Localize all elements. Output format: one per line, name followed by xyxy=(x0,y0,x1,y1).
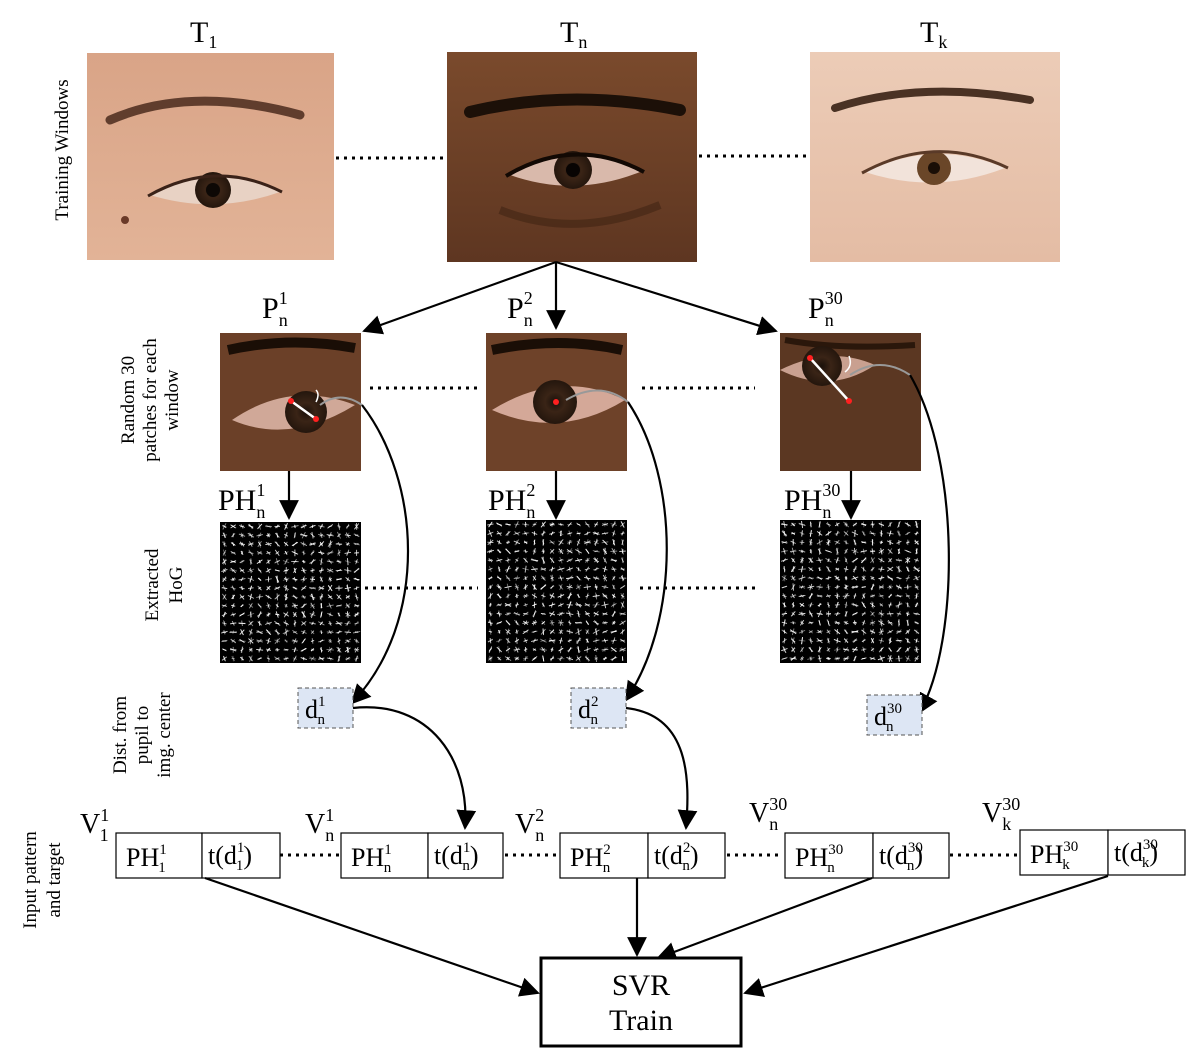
target-cell xyxy=(647,832,726,879)
window-headers: T1 Tn Tk xyxy=(190,16,947,52)
training-window-tn xyxy=(447,52,697,262)
row-label-hog: Extracted HoG xyxy=(142,548,187,621)
hog-image-1 xyxy=(220,522,361,663)
patch-to-hog-arrows xyxy=(279,471,861,520)
target-cell xyxy=(427,832,504,879)
ph-cell-label: PH1 1 xyxy=(126,842,166,876)
patch-headers: P1 n P2 n P30 n xyxy=(262,288,843,330)
target-cell xyxy=(1107,829,1186,876)
vector-label: V30 n xyxy=(749,794,787,834)
input-vector-5: V30 k PH30 k t(d30 k) xyxy=(982,794,1186,876)
input-vector-3: V2 n PH2 n t(d2 n) xyxy=(515,805,726,879)
svg-text:d1n: d1 n xyxy=(305,694,326,728)
target-cell-label: t(d1 n) xyxy=(434,840,479,874)
ph-cell-label: PH2 n xyxy=(570,842,611,876)
svg-text:img. center: img. center xyxy=(154,692,175,778)
ph-cell xyxy=(559,832,649,879)
svg-text:Input pattern: Input pattern xyxy=(20,831,41,929)
vector-label: V2 n xyxy=(515,805,544,845)
vector-label: V30 k xyxy=(982,794,1020,834)
pupil-curves xyxy=(319,364,911,406)
distance-box-1: d1 n xyxy=(297,687,354,729)
distance-to-vector-arrows xyxy=(352,706,698,830)
svg-text:Dist. from: Dist. from xyxy=(110,696,131,774)
tn-to-patch-arrows xyxy=(362,260,778,336)
input-vector-1: V1 1 PH1 1 t(d1 1) xyxy=(80,805,281,879)
window-header-tn: Tn xyxy=(560,16,587,52)
svg-text:Extracted: Extracted xyxy=(142,548,163,621)
svg-text:window: window xyxy=(162,369,183,431)
svg-text:Train: Train xyxy=(609,1004,673,1037)
patch-header-2: P2 n xyxy=(507,288,533,330)
patch-to-distance-arrows xyxy=(350,374,950,714)
hog-image-30 xyxy=(780,520,921,663)
patch-header-1: P1 n xyxy=(262,288,288,330)
input-vector-2: V1 n PH1 n t(d1 n) xyxy=(305,805,504,879)
window-header-tk: Tk xyxy=(920,16,947,52)
target-cell-label: t(d30 n) xyxy=(879,840,923,874)
ph-cell-label: PH30 k xyxy=(1030,839,1078,873)
row-label-patches: Random 30 patches for each window xyxy=(118,338,183,462)
target-cell xyxy=(201,832,281,879)
row-labels: Training Windows Random 30 patches for e… xyxy=(20,79,187,928)
window-header-t1: T1 xyxy=(190,16,217,52)
ph-cell-label: PH30 n xyxy=(795,842,843,876)
target-cell-label: t(d30 k) xyxy=(1114,837,1158,871)
ph-cell xyxy=(115,832,203,879)
svg-text:patches for each: patches for each xyxy=(140,338,161,462)
vector-label: V1 1 xyxy=(80,805,109,845)
distance-box-2: d2 n xyxy=(570,687,627,729)
patch-image-2 xyxy=(486,333,627,471)
ph-cell xyxy=(784,832,874,879)
svg-text:d2n: d2 n xyxy=(578,694,599,728)
target-cell xyxy=(872,832,950,879)
distance-box-30: d30 n xyxy=(866,694,923,736)
hog-header-1: PH1 n xyxy=(218,480,265,522)
training-window-t1 xyxy=(87,53,334,260)
row-label-input: Input pattern and target xyxy=(20,831,65,929)
svg-text:pupil to: pupil to xyxy=(132,706,153,765)
hog-image-2 xyxy=(486,520,627,663)
svg-text:and target: and target xyxy=(44,842,65,918)
hog-header-30: PH30 n xyxy=(784,480,840,522)
row-label-distance: Dist. from pupil to img. center xyxy=(110,692,175,778)
training-window-tk xyxy=(810,52,1060,262)
vector-label: V1 n xyxy=(305,805,334,845)
svr-train-box: SVR Train xyxy=(539,956,743,1048)
vector-to-svr-arrows xyxy=(204,874,1109,997)
target-cell-label: t(d1 1) xyxy=(208,840,252,874)
ph-cell-label: PH1 n xyxy=(351,842,392,876)
row-label-training: Training Windows xyxy=(52,79,73,220)
hog-header-2: PH2 n xyxy=(488,480,535,522)
window-dot-connectors xyxy=(336,154,808,160)
svg-text:SVR: SVR xyxy=(612,969,670,1002)
patch-image-1 xyxy=(220,333,361,471)
patch-header-30: P30 n xyxy=(808,288,843,330)
svg-text:HoG: HoG xyxy=(166,566,187,603)
ph-cell xyxy=(340,832,429,879)
hog-headers: PH1 n PH2 n PH30 n xyxy=(218,480,840,522)
patch-image-30 xyxy=(780,333,921,471)
target-cell-label: t(d2 n) xyxy=(654,840,699,874)
svg-text:Random 30: Random 30 xyxy=(118,356,139,444)
